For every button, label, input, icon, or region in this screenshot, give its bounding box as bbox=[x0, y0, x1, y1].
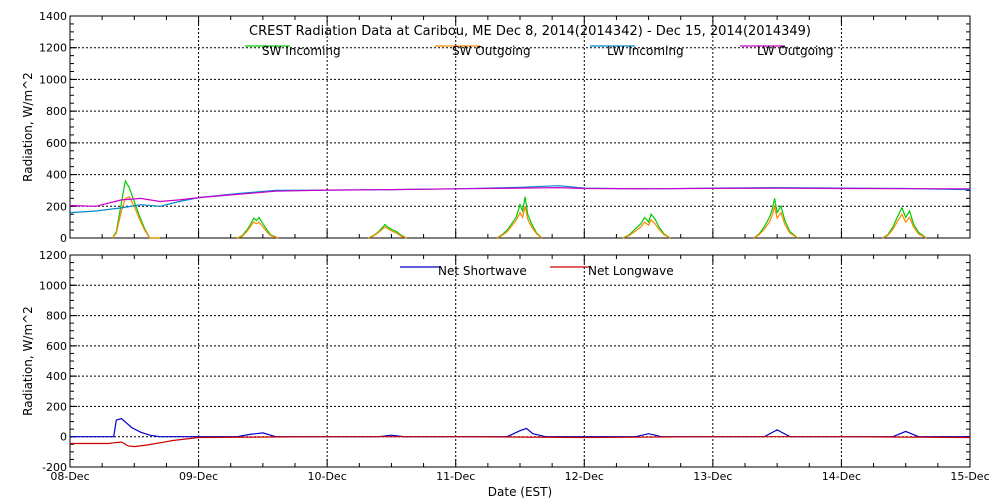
series-line-lw-outgoing bbox=[69, 186, 971, 207]
series-line-sw-outgoing bbox=[882, 212, 927, 239]
series-line-net-shortwave bbox=[70, 417, 970, 438]
x-tick-label: 13-Dec bbox=[693, 470, 732, 483]
x-tick-label: 11-Dec bbox=[436, 470, 475, 483]
plot-frame bbox=[69, 15, 971, 239]
x-tick-label: 15-Dec bbox=[950, 470, 989, 483]
x-axis-label: Date (EST) bbox=[488, 485, 552, 499]
x-tick-label: 08-Dec bbox=[50, 470, 89, 483]
y-tick-label: 1200 bbox=[39, 249, 67, 262]
legend-label: SW Outgoing bbox=[452, 44, 531, 58]
y-tick-label: 800 bbox=[46, 105, 67, 118]
y-tick-label: 1000 bbox=[39, 73, 67, 86]
series-line-sw-incoming bbox=[622, 212, 671, 239]
legend-label: LW Incoming bbox=[607, 44, 684, 58]
y-tick-label: -200 bbox=[42, 461, 67, 474]
legend-label: LW Outgoing bbox=[757, 44, 834, 58]
y-tick-label: 0 bbox=[60, 232, 67, 245]
series-line-sw-outgoing bbox=[111, 196, 160, 239]
x-tick-label: 09-Dec bbox=[179, 470, 218, 483]
chart-title: CREST Radiation Data at Caribou, ME Dec … bbox=[249, 24, 811, 39]
plot-frame bbox=[69, 254, 971, 468]
x-tick-label: 12-Dec bbox=[565, 470, 604, 483]
y-tick-label: 600 bbox=[46, 340, 67, 353]
legend-label: SW Incoming bbox=[262, 44, 341, 58]
y-tick-label: 600 bbox=[46, 137, 67, 150]
series-line-sw-incoming bbox=[236, 216, 279, 239]
y-tick-label: 800 bbox=[46, 310, 67, 323]
series-line-lw-incoming bbox=[69, 185, 971, 214]
series-line-sw-incoming bbox=[753, 198, 799, 239]
series-line-sw-outgoing bbox=[753, 206, 799, 239]
y-tick-label: 400 bbox=[46, 370, 67, 383]
legend-label: Net Longwave bbox=[588, 264, 674, 278]
x-tick-label: 14-Dec bbox=[822, 470, 861, 483]
series-line-sw-outgoing bbox=[496, 206, 543, 239]
y-axis-label: Radiation, W/m^2 bbox=[21, 306, 35, 416]
series-line-net-longwave bbox=[70, 436, 971, 448]
series-line-sw-outgoing bbox=[622, 218, 671, 239]
y-tick-label: 200 bbox=[46, 200, 67, 213]
y-tick-label: 1200 bbox=[39, 42, 67, 55]
legend-label: Net Shortwave bbox=[438, 264, 527, 278]
series-line-sw-incoming bbox=[882, 206, 927, 239]
y-tick-label: 0 bbox=[60, 431, 67, 444]
y-tick-label: 200 bbox=[46, 400, 67, 413]
series-line-sw-outgoing bbox=[236, 221, 279, 239]
y-axis-label: Radiation, W/m^2 bbox=[21, 72, 35, 182]
series-line-sw-incoming bbox=[496, 196, 543, 239]
y-tick-label: 400 bbox=[46, 169, 67, 182]
series-line-sw-outgoing bbox=[368, 226, 408, 239]
x-tick-label: 10-Dec bbox=[308, 470, 347, 483]
y-tick-label: 1400 bbox=[39, 10, 67, 23]
y-tick-label: 1000 bbox=[39, 279, 67, 292]
